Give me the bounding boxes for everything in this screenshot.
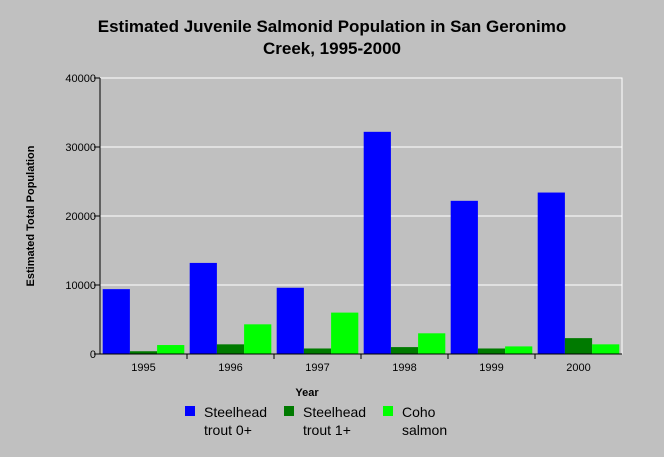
chart-title: Estimated Juvenile Salmonid Population i… bbox=[0, 16, 664, 60]
legend-item: Steelhead trout 0+ bbox=[185, 403, 284, 439]
bar bbox=[537, 192, 565, 354]
bar bbox=[477, 348, 506, 354]
legend-swatch bbox=[383, 406, 393, 416]
bar bbox=[363, 131, 391, 354]
bars-group bbox=[102, 131, 620, 354]
gridlines bbox=[100, 77, 622, 286]
legend-swatch bbox=[185, 406, 195, 416]
bar bbox=[157, 345, 185, 354]
bar bbox=[102, 289, 130, 354]
y-tick-label: 40000 bbox=[65, 73, 96, 85]
bar bbox=[216, 344, 245, 354]
legend: Steelhead trout 0+ Steelhead trout 1+ Coho… bbox=[185, 403, 482, 439]
bar bbox=[390, 347, 419, 354]
bar bbox=[418, 333, 446, 354]
bar bbox=[564, 338, 593, 354]
legend-swatch bbox=[284, 406, 294, 416]
y-tick-label: 10000 bbox=[65, 280, 96, 292]
x-tick-label: 2000 bbox=[566, 362, 590, 374]
bar bbox=[450, 200, 478, 354]
x-tick-label: 1997 bbox=[305, 362, 329, 374]
bar bbox=[505, 346, 533, 354]
bar bbox=[303, 348, 332, 354]
y-tick-label: 20000 bbox=[65, 211, 96, 223]
legend-label: Coho salmon bbox=[402, 404, 448, 438]
bar bbox=[276, 287, 304, 354]
bar bbox=[189, 262, 217, 354]
x-tick-label: 1996 bbox=[218, 362, 242, 374]
legend-label: Steelhead trout 0+ bbox=[204, 404, 268, 438]
x-tick-label: 1998 bbox=[392, 362, 416, 374]
bar bbox=[331, 312, 359, 354]
y-tick-label: 0 bbox=[90, 349, 96, 361]
y-axis-label: Estimated Total Population bbox=[25, 145, 37, 286]
bar bbox=[129, 351, 158, 354]
x-tick-labels: 1995 1996 1997 1998 1999 2000 bbox=[131, 354, 591, 374]
legend-item: Coho salmon bbox=[383, 403, 482, 439]
x-tick-label: 1999 bbox=[479, 362, 503, 374]
y-tick-labels: 0 10000 20000 30000 40000 bbox=[65, 73, 100, 361]
bar bbox=[592, 344, 620, 354]
chart-title-line-1: Estimated Juvenile Salmonid Population i… bbox=[97, 17, 567, 36]
y-tick-label: 30000 bbox=[65, 142, 96, 154]
legend-label: Steelhead trout 1+ bbox=[303, 404, 367, 438]
chart-title-line-2: Creek, 1995-2000 bbox=[262, 39, 401, 58]
bar bbox=[244, 324, 272, 354]
x-axis-label: Year bbox=[295, 387, 319, 399]
x-tick-label: 1995 bbox=[131, 362, 155, 374]
legend-item: Steelhead trout 1+ bbox=[284, 403, 383, 439]
